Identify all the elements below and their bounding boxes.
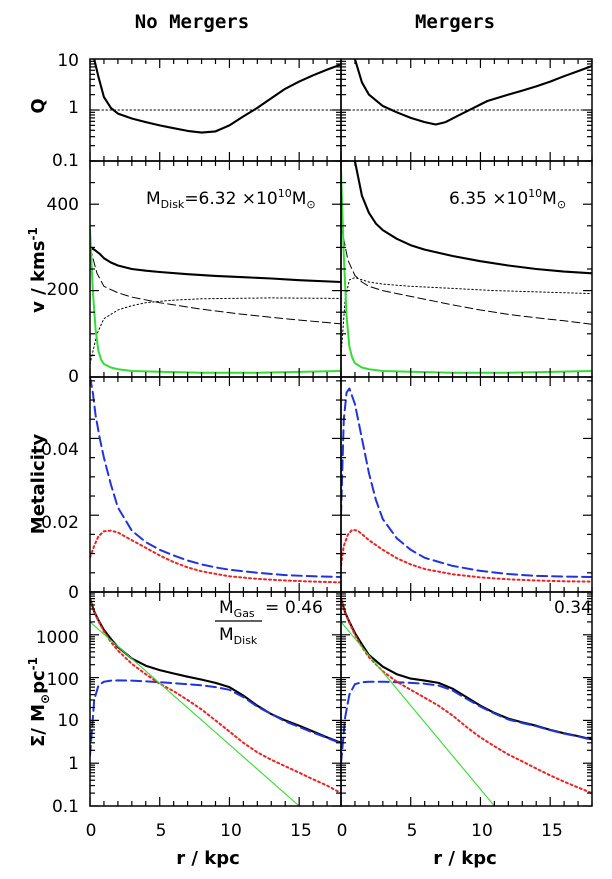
series-metalicity-no-mergers-1	[90, 529, 341, 584]
series-v-no-mergers-0	[90, 246, 341, 284]
sigma-tick-10: 10	[57, 711, 79, 731]
column-title-no-mergers: No Mergers	[135, 11, 249, 33]
series-v-no-mergers-1	[90, 246, 341, 325]
ratio-numerator: MGas	[219, 598, 255, 620]
v-tick-labels: 400 200 0	[47, 195, 79, 387]
curves-metalicity-no-mergers	[90, 377, 341, 584]
sigma-tick-labels: 1000 100 10 1 0.1	[36, 628, 79, 817]
ratio-num-m: M	[219, 598, 234, 618]
x-axis-label-right: r / kpc	[433, 848, 497, 869]
gas-ratio-annotation-left: MGas MDisk = 0.46	[215, 598, 323, 647]
series-sigma-no-mergers-3	[90, 621, 300, 806]
mdisk-left-msun: M	[292, 189, 307, 209]
x-tick-5-right: 5	[407, 821, 418, 841]
panel-bg-metalicity-no-mergers	[90, 377, 341, 592]
sigma-tick-1000: 1000	[36, 628, 79, 648]
series-metalicity-no-mergers-0	[90, 377, 341, 578]
x-tick-10-right: 10	[471, 821, 493, 841]
x-tick-0-left: 0	[86, 821, 97, 841]
series-sigma-mergers-3	[341, 621, 495, 806]
curves-q-no-mergers	[90, 59, 341, 134]
panel-backgrounds	[90, 59, 592, 806]
ratio-equals: =	[265, 598, 279, 618]
q-tick-1: 1	[68, 98, 79, 118]
x-tick-15-left: 15	[290, 821, 312, 841]
q-tick-0.1: 0.1	[52, 151, 79, 171]
v-tick-0: 0	[68, 367, 79, 387]
series-v-mergers-0	[353, 161, 592, 275]
sigma-tick-1: 1	[68, 754, 79, 774]
x-tick-labels-left: 0 5 10 15	[86, 821, 312, 841]
q-axis-label: Q	[28, 98, 49, 113]
panel-bg-metalicity-mergers	[341, 377, 592, 592]
sigma-axis-label: Σ/ M⊙pc-1	[26, 657, 52, 747]
q-tick-labels: 10 1 0.1	[52, 51, 79, 171]
x-tick-10-left: 10	[220, 821, 242, 841]
series-sigma-no-mergers-0	[90, 597, 341, 744]
mdisk-annotation-right: 6.35 ×1010M⊙	[449, 187, 566, 211]
sigma-axis-label-sup: -1	[26, 657, 40, 670]
mdisk-m: M	[146, 189, 161, 209]
series-q-mergers-0	[353, 59, 592, 126]
series-sigma-mergers-2	[341, 597, 592, 795]
curves-sigma-no-mergers	[90, 597, 341, 806]
series-metalicity-mergers-1	[341, 528, 592, 583]
v-tick-200: 200	[47, 280, 79, 300]
ratio-den-m: M	[219, 625, 234, 645]
ratio-num-sub: Gas	[234, 607, 255, 620]
met-tick-0.04: 0.04	[41, 440, 79, 460]
mdisk-right-msun: M	[542, 189, 557, 209]
v-axis-label-sup: -1	[26, 227, 40, 240]
curves-metalicity-mergers	[341, 387, 592, 583]
met-tick-0: 0	[68, 583, 79, 603]
curves-layer	[90, 59, 592, 806]
q-tick-10: 10	[57, 51, 79, 71]
met-tick-labels: 0.04 0.02 0	[41, 440, 79, 603]
curves-sigma-mergers	[341, 597, 592, 806]
series-v-no-mergers-2	[90, 297, 341, 365]
mdisk-sub: Disk	[161, 198, 185, 211]
series-v-mergers-2	[341, 277, 592, 356]
sigma-axis-label-sun: ⊙	[38, 694, 52, 704]
x-tick-5-left: 5	[156, 821, 167, 841]
curves-q-mergers	[341, 59, 592, 126]
series-sigma-mergers-1	[341, 680, 592, 765]
mdisk-annotation-left: MDisk=6.32 ×1010M⊙	[146, 187, 316, 211]
column-title-mergers: Mergers	[415, 11, 495, 33]
ratio-den-sub: Disk	[234, 634, 258, 647]
v-tick-400: 400	[47, 195, 79, 215]
tick-marks	[89, 59, 593, 807]
metalicity-axis-label: Metalicity	[28, 434, 49, 535]
x-tick-labels-right: 0 5 10 15	[337, 821, 563, 841]
mdisk-left-exp: 10	[278, 187, 292, 200]
v-axis-label: v / kms-1	[26, 227, 49, 313]
series-metalicity-mergers-0	[341, 387, 592, 578]
v-axis-label-main: v / kms	[28, 241, 49, 313]
mdisk-right-exp: 10	[528, 187, 542, 200]
ratio-value-left: 0.46	[285, 598, 323, 618]
series-v-mergers-1	[341, 225, 592, 325]
met-tick-0.02: 0.02	[41, 513, 79, 533]
panel-bg-sigma-no-mergers	[90, 592, 341, 806]
ratio-denominator: MDisk	[219, 625, 258, 647]
sigma-tick-0.1: 0.1	[52, 797, 79, 817]
x-tick-15-right: 15	[541, 821, 563, 841]
series-q-no-mergers-0	[93, 59, 341, 134]
series-sigma-no-mergers-1	[90, 679, 341, 757]
x-axis-label-left: r / kpc	[176, 848, 240, 869]
x-tick-0-right: 0	[337, 821, 348, 841]
mdisk-right-sun: ⊙	[557, 198, 566, 211]
ratio-value-right: 0.34	[554, 598, 592, 618]
mdisk-right-value: 6.35 ×10	[449, 189, 528, 209]
sigma-tick-100: 100	[47, 670, 79, 690]
panel-bg-v-mergers	[341, 161, 592, 377]
sigma-axis-label-rest: pc	[28, 670, 49, 694]
sigma-axis-label-main: Σ/ M	[28, 704, 49, 747]
mdisk-left-value: =6.32 ×10	[184, 189, 277, 209]
mdisk-left-sun: ⊙	[306, 198, 315, 211]
